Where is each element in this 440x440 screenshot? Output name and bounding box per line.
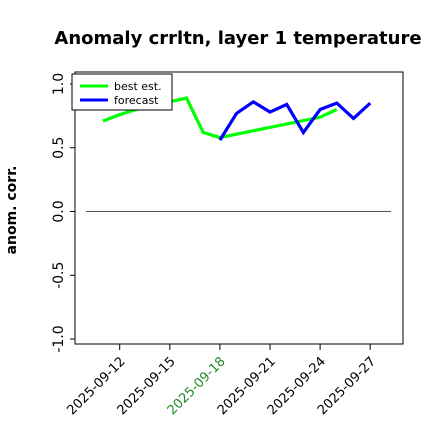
y-tick-label: -1.0 — [51, 325, 67, 352]
legend-label-best-est: best est. — [114, 80, 162, 93]
x-axis: 2025-09-122025-09-152025-09-182025-09-21… — [64, 344, 379, 418]
series-line-best-est — [102, 96, 338, 140]
y-tick-label: 1.0 — [51, 73, 67, 95]
legend-label-forecast: forecast — [114, 94, 159, 107]
y-axis: -1.0 -0.5 0.0 0.5 1.0 — [51, 73, 75, 353]
chart-title: Anomaly crrltn, layer 1 temperature — [54, 28, 421, 49]
plot-area — [74, 71, 404, 345]
series-group — [102, 96, 372, 141]
y-tick-label: 0.0 — [51, 200, 67, 222]
y-axis-label: anom. corr. — [4, 166, 20, 255]
y-tick-label: -0.5 — [51, 262, 67, 289]
legend-box — [71, 73, 173, 111]
y-tick-label: 0.5 — [51, 137, 67, 159]
legend: best est. forecast — [71, 73, 173, 111]
series-line-forecast — [218, 99, 372, 141]
